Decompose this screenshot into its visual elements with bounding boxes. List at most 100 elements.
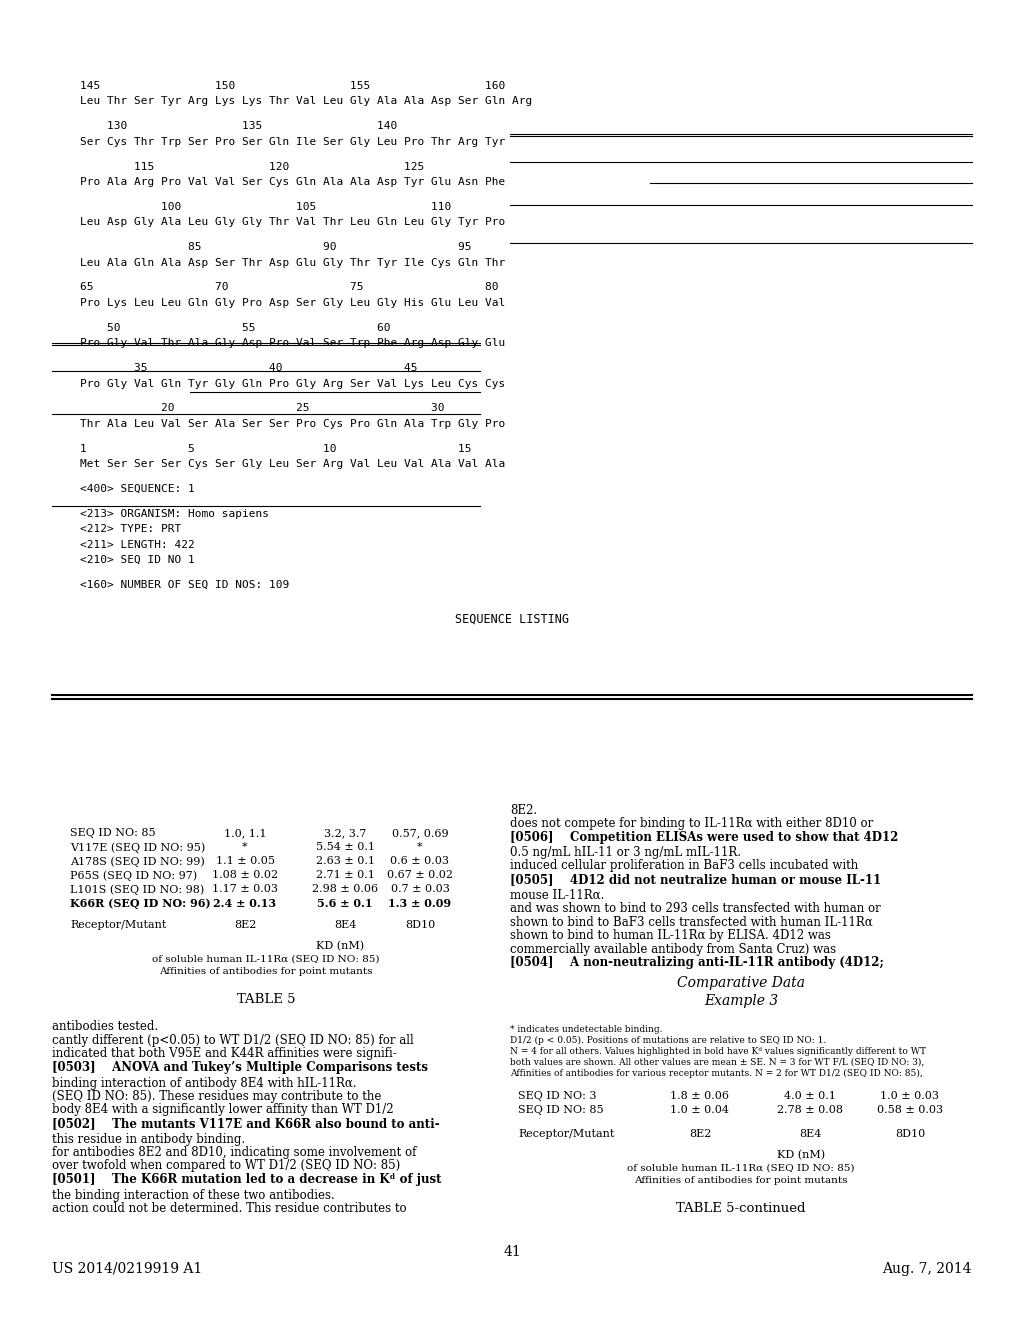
Text: does not compete for binding to IL-11Rα with either 8D10 or: does not compete for binding to IL-11Rα … — [510, 817, 873, 830]
Text: 1.0 ± 0.03: 1.0 ± 0.03 — [881, 1092, 939, 1101]
Text: <213> ORGANISM: Homo sapiens: <213> ORGANISM: Homo sapiens — [80, 508, 269, 519]
Text: 1               5                   10                  15: 1 5 10 15 — [80, 444, 471, 454]
Text: 2.98 ± 0.06: 2.98 ± 0.06 — [312, 884, 378, 894]
Text: shown to bind to human IL-11Rα by ELISA. 4D12 was: shown to bind to human IL-11Rα by ELISA.… — [510, 929, 830, 942]
Text: *: * — [417, 842, 423, 851]
Text: indicated that both V95E and K44R affinities were signifi-: indicated that both V95E and K44R affini… — [52, 1048, 396, 1060]
Text: Affinities of antibodies for point mutants: Affinities of antibodies for point mutan… — [634, 1176, 848, 1185]
Text: 2.78 ± 0.08: 2.78 ± 0.08 — [777, 1105, 843, 1115]
Text: for antibodies 8E2 and 8D10, indicating some involvement of: for antibodies 8E2 and 8D10, indicating … — [52, 1146, 417, 1159]
Text: of soluble human IL-11Rα (SEQ ID NO: 85): of soluble human IL-11Rα (SEQ ID NO: 85) — [628, 1164, 855, 1173]
Text: 3.2, 3.7: 3.2, 3.7 — [324, 828, 367, 838]
Text: [0501]    The K66R mutation led to a decrease in Kᵈ of just: [0501] The K66R mutation led to a decrea… — [52, 1173, 441, 1185]
Text: [0504]    A non-neutralizing anti-IL-11R antibody (4D12;: [0504] A non-neutralizing anti-IL-11R an… — [510, 956, 884, 969]
Text: [0502]    The mutants V117E and K66R also bound to anti-: [0502] The mutants V117E and K66R also b… — [52, 1117, 439, 1130]
Text: 0.67 ± 0.02: 0.67 ± 0.02 — [387, 870, 453, 880]
Text: D1/2 (p < 0.05). Positions of mutations are relative to SEQ ID NO: 1.: D1/2 (p < 0.05). Positions of mutations … — [510, 1036, 826, 1045]
Text: 1.1 ± 0.05: 1.1 ± 0.05 — [215, 855, 274, 866]
Text: 115                 120                 125: 115 120 125 — [80, 161, 424, 172]
Text: both values are shown. All other values are mean ± SE. N = 3 for WT F/L (SEQ ID : both values are shown. All other values … — [510, 1059, 925, 1067]
Text: 0.5 ng/mL hIL-11 or 3 ng/mL mIL-11R.: 0.5 ng/mL hIL-11 or 3 ng/mL mIL-11R. — [510, 846, 741, 859]
Text: KD (nM): KD (nM) — [316, 941, 365, 952]
Text: 65                  70                  75                  80: 65 70 75 80 — [80, 282, 499, 293]
Text: commercially available antibody from Santa Cruz) was: commercially available antibody from San… — [510, 942, 837, 956]
Text: 2.4 ± 0.13: 2.4 ± 0.13 — [213, 898, 276, 909]
Text: 2.71 ± 0.1: 2.71 ± 0.1 — [315, 870, 375, 880]
Text: [0503]    ANOVA and Tukey’s Multiple Comparisons tests: [0503] ANOVA and Tukey’s Multiple Compar… — [52, 1061, 428, 1074]
Text: Comparative Data: Comparative Data — [677, 975, 805, 990]
Text: A178S (SEQ ID NO: 99): A178S (SEQ ID NO: 99) — [70, 855, 205, 866]
Text: Pro Gly Val Thr Ala Gly Asp Pro Val Ser Trp Phe Arg Asp Gly Glu: Pro Gly Val Thr Ala Gly Asp Pro Val Ser … — [80, 338, 505, 348]
Text: SEQUENCE LISTING: SEQUENCE LISTING — [455, 612, 569, 626]
Text: 85                  90                  95: 85 90 95 — [80, 242, 471, 252]
Text: 4.0 ± 0.1: 4.0 ± 0.1 — [784, 1092, 836, 1101]
Text: US 2014/0219919 A1: US 2014/0219919 A1 — [52, 1262, 203, 1276]
Text: *: * — [243, 842, 248, 851]
Text: 0.58 ± 0.03: 0.58 ± 0.03 — [877, 1105, 943, 1115]
Text: 2.63 ± 0.1: 2.63 ± 0.1 — [315, 855, 375, 866]
Text: 130                 135                 140: 130 135 140 — [80, 121, 397, 131]
Text: 20                  25                  30: 20 25 30 — [80, 404, 444, 413]
Text: [0505]    4D12 did not neutralize human or mouse IL-11: [0505] 4D12 did not neutralize human or … — [510, 873, 881, 886]
Text: Met Ser Ser Ser Cys Ser Gly Leu Ser Arg Val Leu Val Ala Val Ala: Met Ser Ser Ser Cys Ser Gly Leu Ser Arg … — [80, 459, 505, 469]
Text: the binding interaction of these two antibodies.: the binding interaction of these two ant… — [52, 1188, 335, 1201]
Text: Leu Ala Gln Ala Asp Ser Thr Asp Glu Gly Thr Tyr Ile Cys Gln Thr: Leu Ala Gln Ala Asp Ser Thr Asp Glu Gly … — [80, 257, 505, 268]
Text: 50                  55                  60: 50 55 60 — [80, 322, 390, 333]
Text: [0506]    Competition ELISAs were used to show that 4D12: [0506] Competition ELISAs were used to s… — [510, 830, 898, 843]
Text: 8E4: 8E4 — [334, 920, 356, 931]
Text: N = 4 for all others. Values highlighted in bold have Kᵈ values significantly di: N = 4 for all others. Values highlighted… — [510, 1047, 926, 1056]
Text: shown to bind to BaF3 cells transfected with human IL-11Rα: shown to bind to BaF3 cells transfected … — [510, 916, 872, 928]
Text: Pro Gly Val Gln Tyr Gly Gln Pro Gly Arg Ser Val Lys Leu Cys Cys: Pro Gly Val Gln Tyr Gly Gln Pro Gly Arg … — [80, 379, 505, 388]
Text: V117E (SEQ ID NO: 95): V117E (SEQ ID NO: 95) — [70, 842, 205, 853]
Text: 5.6 ± 0.1: 5.6 ± 0.1 — [317, 898, 373, 909]
Text: Affinities of antibodies for point mutants: Affinities of antibodies for point mutan… — [160, 968, 373, 975]
Text: binding interaction of antibody 8E4 with hIL-11Rα.: binding interaction of antibody 8E4 with… — [52, 1077, 356, 1089]
Text: SEQ ID NO: 3: SEQ ID NO: 3 — [518, 1092, 597, 1101]
Text: 1.0, 1.1: 1.0, 1.1 — [224, 828, 266, 838]
Text: 0.6 ± 0.03: 0.6 ± 0.03 — [390, 855, 450, 866]
Text: 0.57, 0.69: 0.57, 0.69 — [392, 828, 449, 838]
Text: 8D10: 8D10 — [404, 920, 435, 931]
Text: * indicates undetectable binding.: * indicates undetectable binding. — [510, 1026, 663, 1034]
Text: Receptor/Mutant: Receptor/Mutant — [518, 1129, 614, 1139]
Text: TABLE 5: TABLE 5 — [237, 993, 295, 1006]
Text: KD (nM): KD (nM) — [777, 1150, 825, 1160]
Text: 0.7 ± 0.03: 0.7 ± 0.03 — [390, 884, 450, 894]
Text: over twofold when compared to WT D1/2 (SEQ ID NO: 85): over twofold when compared to WT D1/2 (S… — [52, 1159, 400, 1172]
Text: TABLE 5-continued: TABLE 5-continued — [676, 1203, 806, 1214]
Text: L101S (SEQ ID NO: 98): L101S (SEQ ID NO: 98) — [70, 884, 204, 895]
Text: (SEQ ID NO: 85). These residues may contribute to the: (SEQ ID NO: 85). These residues may cont… — [52, 1090, 381, 1104]
Text: <211> LENGTH: 422: <211> LENGTH: 422 — [80, 540, 195, 549]
Text: 1.8 ± 0.06: 1.8 ± 0.06 — [671, 1092, 729, 1101]
Text: and was shown to bind to 293 cells transfected with human or: and was shown to bind to 293 cells trans… — [510, 902, 881, 915]
Text: 41: 41 — [503, 1245, 521, 1259]
Text: <210> SEQ ID NO 1: <210> SEQ ID NO 1 — [80, 556, 195, 565]
Text: 8E4: 8E4 — [799, 1129, 821, 1139]
Text: P65S (SEQ ID NO: 97): P65S (SEQ ID NO: 97) — [70, 870, 198, 880]
Text: 8D10: 8D10 — [895, 1129, 925, 1139]
Text: induced cellular proliferation in BaF3 cells incubated with: induced cellular proliferation in BaF3 c… — [510, 859, 858, 873]
Text: 5.54 ± 0.1: 5.54 ± 0.1 — [315, 842, 375, 851]
Text: 1.08 ± 0.02: 1.08 ± 0.02 — [212, 870, 279, 880]
Text: cantly different (p<0.05) to WT D1/2 (SEQ ID NO: 85) for all: cantly different (p<0.05) to WT D1/2 (SE… — [52, 1034, 414, 1047]
Text: mouse IL-11Rα.: mouse IL-11Rα. — [510, 888, 604, 902]
Text: 1.0 ± 0.04: 1.0 ± 0.04 — [671, 1105, 729, 1115]
Text: Leu Asp Gly Ala Leu Gly Gly Thr Val Thr Leu Gln Leu Gly Tyr Pro: Leu Asp Gly Ala Leu Gly Gly Thr Val Thr … — [80, 218, 505, 227]
Text: 1.3 ± 0.09: 1.3 ± 0.09 — [388, 898, 452, 909]
Text: K66R (SEQ ID NO: 96): K66R (SEQ ID NO: 96) — [70, 898, 211, 909]
Text: of soluble human IL-11Rα (SEQ ID NO: 85): of soluble human IL-11Rα (SEQ ID NO: 85) — [153, 954, 380, 964]
Text: Example 3: Example 3 — [703, 994, 778, 1008]
Text: 100                 105                 110: 100 105 110 — [80, 202, 452, 211]
Text: Pro Lys Leu Leu Gln Gly Pro Asp Ser Gly Leu Gly His Glu Leu Val: Pro Lys Leu Leu Gln Gly Pro Asp Ser Gly … — [80, 298, 505, 308]
Text: Ser Cys Thr Trp Ser Pro Ser Gln Ile Ser Gly Leu Pro Thr Arg Tyr: Ser Cys Thr Trp Ser Pro Ser Gln Ile Ser … — [80, 137, 505, 147]
Text: SEQ ID NO: 85: SEQ ID NO: 85 — [518, 1105, 603, 1115]
Text: antibodies tested.: antibodies tested. — [52, 1020, 158, 1034]
Text: Leu Thr Ser Tyr Arg Lys Lys Thr Val Leu Gly Ala Ala Asp Ser Gln Arg: Leu Thr Ser Tyr Arg Lys Lys Thr Val Leu … — [80, 96, 532, 107]
Text: Receptor/Mutant: Receptor/Mutant — [70, 920, 166, 931]
Text: Pro Ala Arg Pro Val Val Ser Cys Gln Ala Ala Asp Tyr Glu Asn Phe: Pro Ala Arg Pro Val Val Ser Cys Gln Ala … — [80, 177, 505, 187]
Text: <212> TYPE: PRT: <212> TYPE: PRT — [80, 524, 181, 535]
Text: <160> NUMBER OF SEQ ID NOS: 109: <160> NUMBER OF SEQ ID NOS: 109 — [80, 579, 289, 590]
Text: 1.17 ± 0.03: 1.17 ± 0.03 — [212, 884, 278, 894]
Text: 35                  40                  45: 35 40 45 — [80, 363, 418, 374]
Text: this residue in antibody binding.: this residue in antibody binding. — [52, 1133, 245, 1146]
